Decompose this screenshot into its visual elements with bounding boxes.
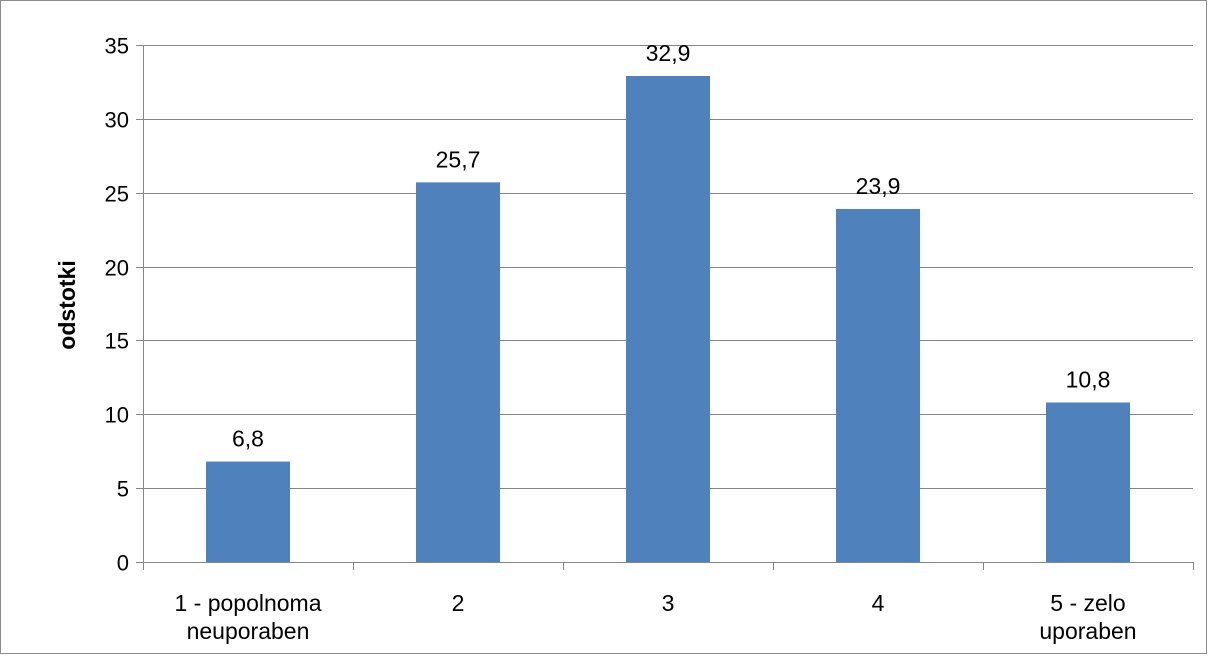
category-label-5: 5 - zelo uporaben [1039, 590, 1136, 644]
y-tick-label: 30 [105, 108, 129, 133]
category-label-line: 1 - popolnoma [174, 590, 321, 616]
axes [136, 45, 1194, 570]
category-label-line: 5 - zelo [1050, 590, 1125, 616]
y-tick-label: 15 [105, 329, 129, 354]
category-label-4: 4 [872, 590, 885, 616]
y-tick-label: 0 [117, 551, 129, 576]
category-label-1: 1 - popolnoma neuporaben [174, 590, 321, 644]
bar-2 [416, 182, 500, 563]
category-label-3: 3 [662, 590, 675, 616]
y-tick-label: 20 [105, 256, 129, 281]
bar-4 [836, 208, 920, 562]
bar-5 [1046, 402, 1130, 562]
y-tick-label: 35 [105, 34, 129, 59]
bar-3 [626, 76, 710, 563]
data-label-5: 10,8 [1066, 366, 1111, 392]
data-label-1: 6,8 [232, 426, 264, 452]
y-axis-title: odstotki [54, 260, 80, 349]
category-label-line: 3 [662, 590, 675, 616]
category-label-line: 4 [872, 590, 885, 616]
bars [206, 76, 1130, 563]
y-tick-label: 10 [105, 403, 129, 428]
y-tick-label: 5 [117, 477, 129, 502]
data-label-2: 25,7 [436, 146, 481, 172]
category-label-line: uporaben [1039, 618, 1136, 644]
y-tick-label: 25 [105, 182, 129, 207]
data-label-3: 32,9 [646, 40, 691, 66]
labels: 0 5 10 15 20 25 30 35 6,8 1 - popolnoma neuporaben… [105, 34, 1137, 645]
data-label-4: 23,9 [856, 173, 901, 199]
category-label-2: 2 [452, 590, 465, 616]
category-label-line: neuporaben [187, 618, 310, 644]
bar-1 [206, 461, 290, 562]
category-label-line: 2 [452, 590, 465, 616]
